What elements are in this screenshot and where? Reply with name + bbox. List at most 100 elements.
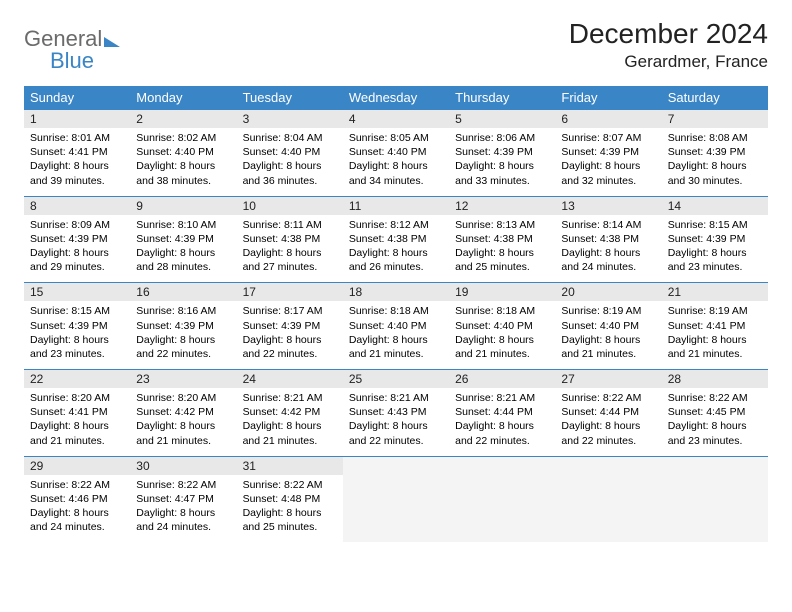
sunrise-text: Sunrise: 8:17 AM <box>243 304 337 318</box>
day-number-cell: 8 <box>24 196 130 215</box>
day-number-cell: 29 <box>24 456 130 475</box>
sunset-text: Sunset: 4:42 PM <box>243 405 337 419</box>
day-number-cell: 7 <box>662 110 768 129</box>
day-number-cell: 31 <box>237 456 343 475</box>
day-number-cell: 16 <box>130 283 236 302</box>
day-number-cell: 14 <box>662 196 768 215</box>
sunset-text: Sunset: 4:41 PM <box>668 319 762 333</box>
daylight-text: Daylight: 8 hours and 30 minutes. <box>668 159 762 187</box>
day-body-cell: Sunrise: 8:02 AMSunset: 4:40 PMDaylight:… <box>130 128 236 196</box>
day-body-cell: Sunrise: 8:21 AMSunset: 4:44 PMDaylight:… <box>449 388 555 456</box>
page-header: General Blue December 2024 Gerardmer, Fr… <box>24 18 768 74</box>
sunset-text: Sunset: 4:39 PM <box>30 319 124 333</box>
sunset-text: Sunset: 4:40 PM <box>455 319 549 333</box>
sunrise-text: Sunrise: 8:20 AM <box>30 391 124 405</box>
day-body-cell: Sunrise: 8:15 AMSunset: 4:39 PMDaylight:… <box>24 301 130 369</box>
day-number-cell: 10 <box>237 196 343 215</box>
daylight-text: Daylight: 8 hours and 33 minutes. <box>455 159 549 187</box>
daylight-text: Daylight: 8 hours and 23 minutes. <box>668 419 762 447</box>
sunset-text: Sunset: 4:38 PM <box>455 232 549 246</box>
day-number-cell: 21 <box>662 283 768 302</box>
daylight-text: Daylight: 8 hours and 38 minutes. <box>136 159 230 187</box>
sunset-text: Sunset: 4:44 PM <box>561 405 655 419</box>
sunrise-text: Sunrise: 8:16 AM <box>136 304 230 318</box>
day-body-cell: Sunrise: 8:22 AMSunset: 4:46 PMDaylight:… <box>24 475 130 543</box>
sunrise-text: Sunrise: 8:08 AM <box>668 131 762 145</box>
day-body-cell: Sunrise: 8:22 AMSunset: 4:47 PMDaylight:… <box>130 475 236 543</box>
sunset-text: Sunset: 4:39 PM <box>243 319 337 333</box>
sunset-text: Sunset: 4:39 PM <box>136 232 230 246</box>
sunset-text: Sunset: 4:40 PM <box>243 145 337 159</box>
daylight-text: Daylight: 8 hours and 29 minutes. <box>30 246 124 274</box>
daylight-text: Daylight: 8 hours and 23 minutes. <box>30 333 124 361</box>
day-number-cell: 24 <box>237 370 343 389</box>
day-number-cell: 22 <box>24 370 130 389</box>
day-body-cell: Sunrise: 8:12 AMSunset: 4:38 PMDaylight:… <box>343 215 449 283</box>
day-body-cell: Sunrise: 8:22 AMSunset: 4:45 PMDaylight:… <box>662 388 768 456</box>
sunrise-text: Sunrise: 8:21 AM <box>243 391 337 405</box>
daylight-text: Daylight: 8 hours and 24 minutes. <box>30 506 124 534</box>
daylight-text: Daylight: 8 hours and 24 minutes. <box>561 246 655 274</box>
daylight-text: Daylight: 8 hours and 22 minutes. <box>349 419 443 447</box>
sunrise-text: Sunrise: 8:22 AM <box>243 478 337 492</box>
day-body-cell: Sunrise: 8:07 AMSunset: 4:39 PMDaylight:… <box>555 128 661 196</box>
sunset-text: Sunset: 4:40 PM <box>136 145 230 159</box>
day-number-cell: 23 <box>130 370 236 389</box>
day-body-cell: Sunrise: 8:14 AMSunset: 4:38 PMDaylight:… <box>555 215 661 283</box>
day-number-row: 1234567 <box>24 110 768 129</box>
day-body-cell: Sunrise: 8:05 AMSunset: 4:40 PMDaylight:… <box>343 128 449 196</box>
sunset-text: Sunset: 4:48 PM <box>243 492 337 506</box>
day-number-cell <box>343 456 449 475</box>
sunrise-text: Sunrise: 8:07 AM <box>561 131 655 145</box>
daylight-text: Daylight: 8 hours and 36 minutes. <box>243 159 337 187</box>
day-body-cell: Sunrise: 8:17 AMSunset: 4:39 PMDaylight:… <box>237 301 343 369</box>
daylight-text: Daylight: 8 hours and 21 minutes. <box>243 419 337 447</box>
day-body-cell <box>449 475 555 543</box>
sunset-text: Sunset: 4:41 PM <box>30 405 124 419</box>
day-number-cell: 2 <box>130 110 236 129</box>
day-number-cell: 27 <box>555 370 661 389</box>
sunrise-text: Sunrise: 8:06 AM <box>455 131 549 145</box>
daylight-text: Daylight: 8 hours and 23 minutes. <box>668 246 762 274</box>
day-number-cell: 3 <box>237 110 343 129</box>
day-body-cell: Sunrise: 8:10 AMSunset: 4:39 PMDaylight:… <box>130 215 236 283</box>
day-body-cell <box>662 475 768 543</box>
day-body-cell: Sunrise: 8:20 AMSunset: 4:41 PMDaylight:… <box>24 388 130 456</box>
sunrise-text: Sunrise: 8:18 AM <box>349 304 443 318</box>
sunset-text: Sunset: 4:46 PM <box>30 492 124 506</box>
day-body-cell <box>555 475 661 543</box>
sunset-text: Sunset: 4:41 PM <box>30 145 124 159</box>
weekday-header: Saturday <box>662 86 768 110</box>
sunset-text: Sunset: 4:39 PM <box>668 145 762 159</box>
title-block: December 2024 Gerardmer, France <box>569 18 768 72</box>
day-number-cell: 28 <box>662 370 768 389</box>
day-body-cell: Sunrise: 8:01 AMSunset: 4:41 PMDaylight:… <box>24 128 130 196</box>
logo-word-blue: Blue <box>50 48 120 74</box>
day-body-row: Sunrise: 8:20 AMSunset: 4:41 PMDaylight:… <box>24 388 768 456</box>
day-body-cell: Sunrise: 8:21 AMSunset: 4:42 PMDaylight:… <box>237 388 343 456</box>
day-body-cell: Sunrise: 8:16 AMSunset: 4:39 PMDaylight:… <box>130 301 236 369</box>
day-number-cell: 5 <box>449 110 555 129</box>
sunrise-text: Sunrise: 8:22 AM <box>30 478 124 492</box>
sunset-text: Sunset: 4:43 PM <box>349 405 443 419</box>
sunset-text: Sunset: 4:44 PM <box>455 405 549 419</box>
daylight-text: Daylight: 8 hours and 21 minutes. <box>30 419 124 447</box>
weekday-header: Friday <box>555 86 661 110</box>
sunrise-text: Sunrise: 8:14 AM <box>561 218 655 232</box>
sunrise-text: Sunrise: 8:12 AM <box>349 218 443 232</box>
sunset-text: Sunset: 4:42 PM <box>136 405 230 419</box>
sunset-text: Sunset: 4:39 PM <box>561 145 655 159</box>
weekday-header: Thursday <box>449 86 555 110</box>
day-body-cell: Sunrise: 8:18 AMSunset: 4:40 PMDaylight:… <box>449 301 555 369</box>
day-number-row: 293031 <box>24 456 768 475</box>
day-number-row: 15161718192021 <box>24 283 768 302</box>
daylight-text: Daylight: 8 hours and 21 minutes. <box>136 419 230 447</box>
daylight-text: Daylight: 8 hours and 22 minutes. <box>243 333 337 361</box>
weekday-header: Monday <box>130 86 236 110</box>
day-body-cell: Sunrise: 8:19 AMSunset: 4:41 PMDaylight:… <box>662 301 768 369</box>
day-number-cell: 17 <box>237 283 343 302</box>
weekday-header: Tuesday <box>237 86 343 110</box>
day-body-cell: Sunrise: 8:22 AMSunset: 4:48 PMDaylight:… <box>237 475 343 543</box>
sunrise-text: Sunrise: 8:22 AM <box>136 478 230 492</box>
day-number-row: 891011121314 <box>24 196 768 215</box>
